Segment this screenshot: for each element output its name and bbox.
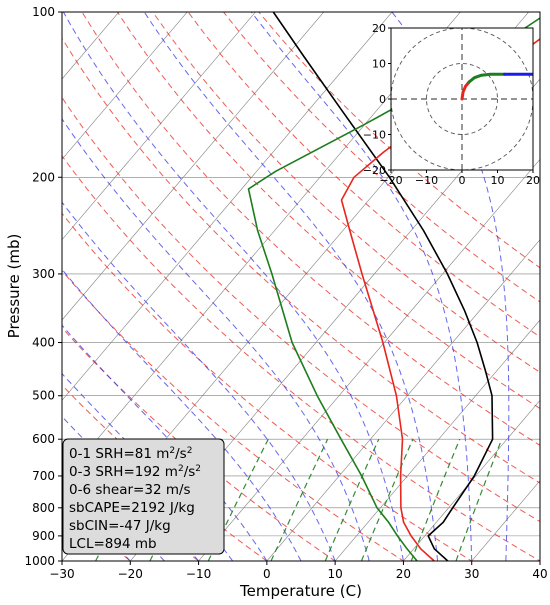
hodograph-segment bbox=[460, 80, 471, 101]
y-tick-label: 400 bbox=[32, 336, 55, 350]
dry-adiabat-line bbox=[62, 212, 473, 561]
x-tick-label: 30 bbox=[464, 567, 479, 581]
dry-adiabat-line bbox=[62, 37, 540, 484]
hodograph-plot bbox=[391, 28, 533, 170]
y-tick-label: 200 bbox=[32, 170, 55, 184]
stats-line: 0-3 SRH=192 m2/s2 bbox=[69, 464, 201, 480]
stats-box-background bbox=[62, 438, 225, 555]
isotherm-line bbox=[198, 158, 540, 561]
mixing-ratio-line bbox=[324, 438, 380, 561]
hodograph-x-tick-label: 20 bbox=[526, 174, 540, 187]
dry-adiabat-line bbox=[62, 384, 268, 561]
y-tick-label: 300 bbox=[32, 267, 55, 281]
hodograph-y-tick-label: −10 bbox=[363, 129, 386, 142]
mixing-ratio-line bbox=[270, 438, 329, 561]
x-tick-label: 20 bbox=[396, 567, 411, 581]
y-tick-label: 800 bbox=[32, 501, 55, 515]
y-axis-ticks: 100 200 300 400 500 600 700 800 900 1000 bbox=[24, 5, 62, 568]
y-tick-label: 900 bbox=[32, 529, 55, 543]
isotherm-line bbox=[266, 239, 540, 561]
y-tick-label: 1000 bbox=[24, 554, 55, 568]
dry-adiabat-line bbox=[152, 12, 540, 373]
dry-adiabat-line bbox=[62, 269, 405, 561]
dewpoint-profile-line bbox=[247, 17, 540, 561]
hodograph-inset: −20 −10 0 10 20 20 10 0 −10 −20 bbox=[363, 22, 540, 187]
hodograph-x-tick-label: 0 bbox=[459, 174, 466, 187]
stats-line: LCL=894 mb bbox=[69, 536, 157, 552]
x-tick-label: −30 bbox=[49, 567, 74, 581]
hodograph-ticks: −20 −10 0 10 20 20 10 0 −10 −20 bbox=[363, 22, 540, 187]
y-tick-label: 700 bbox=[32, 469, 55, 483]
y-tick-label: 500 bbox=[32, 389, 55, 403]
y-axis-label: Pressure (mb) bbox=[5, 234, 23, 339]
stats-line: 0-6 shear=32 m/s bbox=[69, 482, 191, 498]
hodograph-y-tick-label: 10 bbox=[372, 58, 386, 71]
stats-line: sbCIN=-47 J/kg bbox=[69, 518, 171, 534]
x-axis-label: Temperature (C) bbox=[239, 582, 362, 600]
stats-line: 0-1 SRH=81 m2/s2 bbox=[69, 446, 192, 462]
stats-line: sbCAPE=2192 J/kg bbox=[69, 500, 195, 516]
mixing-ratio-line bbox=[360, 438, 414, 561]
x-tick-label: 40 bbox=[532, 567, 547, 581]
y-tick-label: 600 bbox=[32, 432, 55, 446]
hodograph-segment bbox=[467, 72, 507, 84]
y-tick-label: 100 bbox=[32, 5, 55, 19]
mixing-ratio-line bbox=[455, 438, 503, 561]
isotherm-line bbox=[62, 12, 256, 241]
isotherm-line bbox=[62, 12, 393, 401]
moist-adiabat-line bbox=[62, 268, 302, 561]
stats-annotation-box: 0-1 SRH=81 m2/s2 0-3 SRH=192 m2/s2 0-6 she… bbox=[62, 438, 225, 555]
hodograph-y-tick-label: 0 bbox=[379, 93, 386, 106]
dry-adiabat-line bbox=[81, 12, 540, 446]
x-axis-ticks: −30 −20 −10 0 10 20 30 40 bbox=[49, 561, 548, 581]
dry-adiabat-line bbox=[62, 154, 540, 561]
dry-adiabat-line bbox=[258, 12, 540, 269]
dry-adiabat-line bbox=[62, 96, 540, 523]
mixing-ratio-line bbox=[410, 438, 461, 561]
moist-adiabat-line bbox=[62, 117, 370, 561]
plot-frame bbox=[61, 11, 541, 562]
dry-adiabat-line bbox=[187, 12, 540, 338]
moist-adiabat-line bbox=[143, 12, 439, 561]
hodograph-y-tick-label: −20 bbox=[363, 164, 386, 177]
parcel-profile-line bbox=[272, 12, 494, 561]
hodograph-x-tick-label: 10 bbox=[491, 174, 505, 187]
hodograph-x-tick-label: −20 bbox=[379, 174, 402, 187]
x-tick-label: −20 bbox=[118, 567, 143, 581]
isotherm-line bbox=[403, 399, 540, 561]
moist-adiabat-line bbox=[62, 201, 336, 561]
dry-adiabat-line bbox=[223, 12, 540, 303]
moist-adiabat-line bbox=[62, 12, 404, 561]
dry-adiabat-line bbox=[116, 12, 540, 410]
x-tick-label: 10 bbox=[328, 567, 343, 581]
moist-adiabat-line bbox=[62, 324, 268, 561]
isotherm-line bbox=[62, 12, 188, 160]
hodograph-ring bbox=[426, 63, 498, 135]
moist-adiabat-line bbox=[391, 12, 510, 561]
hodograph-x-tick-label: −10 bbox=[415, 174, 438, 187]
hodograph-y-tick-label: 20 bbox=[372, 22, 386, 35]
x-tick-label: −10 bbox=[186, 567, 211, 581]
moist-adiabat-line bbox=[62, 372, 234, 561]
moist-adiabat-line bbox=[250, 12, 473, 561]
isotherm-line bbox=[62, 12, 325, 321]
x-tick-label: 0 bbox=[263, 567, 271, 581]
